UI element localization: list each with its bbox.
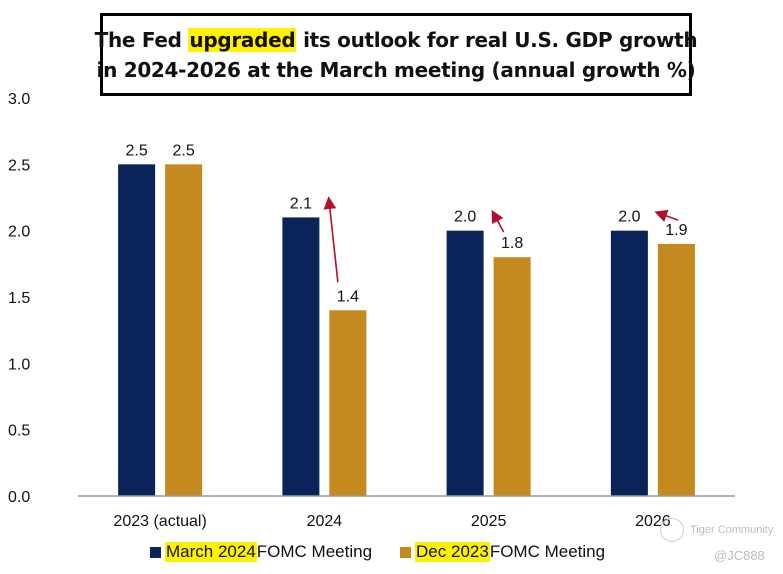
legend-item-march-2024: March 2024 FOMC Meeting [150,542,372,562]
watermark-user: @JC888 [714,548,765,563]
y-tick-label: 1.5 [8,290,30,307]
upgrade-arrow [323,196,339,283]
y-tick-label: 0.5 [8,423,30,440]
title-line-2: in 2024-2026 at the March meeting (annua… [96,57,696,82]
bar [118,164,156,497]
title-text: its outlook for real U.S. GDP growth [296,27,698,52]
legend-item-dec-2023: Dec 2023 FOMC Meeting [400,542,605,562]
data-label: 2.1 [290,195,312,212]
x-tick-label: 2024 [307,513,343,530]
bars [118,164,695,497]
x-tick-label: 2025 [471,513,507,530]
data-label: 2.0 [454,209,476,226]
watermark-brand: Tiger Community [690,524,774,536]
bar [282,217,320,496]
y-tick-label: 0.0 [8,489,30,506]
title-highlight: upgraded [188,27,297,52]
data-label: 1.9 [665,222,687,239]
y-axis: 0.0 0.5 1.0 1.5 2.0 2.5 3.0 [8,91,30,506]
legend-swatch [400,546,412,558]
bar [165,164,203,497]
data-label: 2.5 [126,142,148,159]
title-text: The Fed [94,27,189,52]
legend-label: FOMC Meeting [489,542,606,561]
legend-highlight: March 2024 [165,542,257,562]
legend-highlight: Dec 2023 [415,542,490,562]
data-label: 1.4 [337,288,359,305]
y-tick-label: 2.5 [8,157,30,174]
upgrade-arrow [491,209,505,233]
legend-label: FOMC Meeting [256,542,373,561]
title-line-1: The Fed upgraded its outlook for real U.… [95,25,698,55]
bar [493,257,531,496]
x-tick-label: 2023 (actual) [113,513,206,530]
data-label: 2.5 [173,142,195,159]
bar [610,230,648,496]
x-axis: 2023 (actual) 2024 2025 2026 [78,495,735,530]
legend: March 2024 FOMC Meeting Dec 2023 FOMC Me… [150,542,605,562]
data-label: 1.8 [501,235,523,252]
bar [329,310,367,496]
bar [657,243,695,496]
annotation-arrows [323,196,679,283]
chart-title-box: The Fed upgraded its outlook for real U.… [95,13,698,96]
data-labels: 2.5 2.1 2.0 2.0 2.5 1.4 1.8 1.9 [126,142,688,305]
y-tick-label: 1.0 [8,356,30,373]
y-tick-label: 3.0 [8,91,30,108]
bar [446,230,484,496]
legend-swatch [150,546,161,558]
y-tick-label: 2.0 [8,224,30,241]
upgrade-arrow [654,209,679,222]
tiger-logo-icon [660,518,684,542]
data-label: 2.0 [618,209,640,226]
